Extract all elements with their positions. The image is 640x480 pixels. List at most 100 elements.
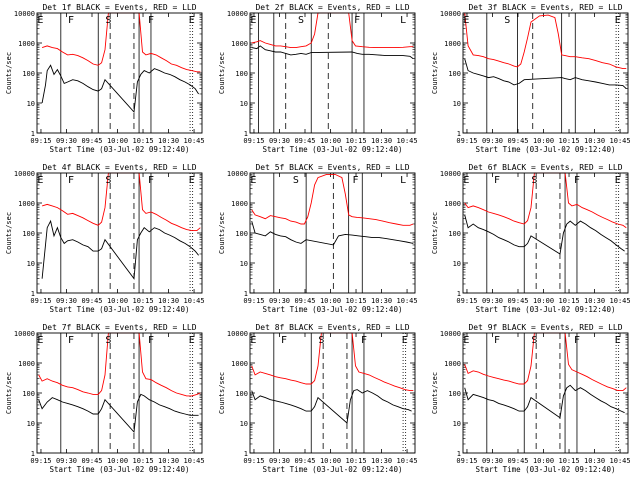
y-tick-label: 100 bbox=[22, 70, 35, 78]
x-axis-label: Start Time (03-Jul-02 09:12:40) bbox=[476, 145, 616, 154]
region-letter: E bbox=[463, 335, 469, 346]
y-tick-label: 1000 bbox=[18, 360, 35, 368]
region-letter: E bbox=[189, 15, 195, 26]
x-tick-label: 10:15 bbox=[132, 137, 153, 145]
y-tick-label: 10000 bbox=[14, 330, 35, 338]
region-letter: L bbox=[400, 175, 406, 186]
y-tick-label: 1000 bbox=[444, 40, 461, 48]
x-tick-label: 10:30 bbox=[158, 457, 179, 465]
plot-frame bbox=[462, 332, 629, 454]
panel-title: Det 6f BLACK = Events, RED = LLD bbox=[468, 163, 622, 172]
region-letter: E bbox=[37, 175, 43, 186]
y-axis-label: Counts/sec bbox=[5, 52, 13, 94]
series-events bbox=[41, 219, 199, 280]
region-letter: F bbox=[148, 335, 154, 346]
y-tick-label: 100 bbox=[22, 230, 35, 238]
x-axis-label: Start Time (03-Jul-02 09:12:40) bbox=[476, 305, 616, 314]
y-axis-label: Counts/sec bbox=[431, 52, 439, 94]
y-tick-label: 1 bbox=[244, 130, 248, 138]
y-tick-label: 10000 bbox=[14, 170, 35, 178]
x-tick-label: 09:45 bbox=[507, 137, 528, 145]
x-tick-label: 10:00 bbox=[320, 137, 341, 145]
region-letter: E bbox=[189, 335, 195, 346]
panel-det-7: Det 7f BLACK = Events, RED = LLD Counts/s… bbox=[5, 323, 205, 474]
y-axis-label: Counts/sec bbox=[218, 52, 226, 94]
x-axis-label: Start Time (03-Jul-02 09:12:40) bbox=[476, 465, 616, 474]
x-tick-label: 10:00 bbox=[320, 457, 341, 465]
x-tick-label: 09:30 bbox=[482, 297, 503, 305]
series-lld bbox=[38, 332, 201, 397]
region-letter: S bbox=[298, 15, 304, 26]
x-tick-label: 09:15 bbox=[456, 137, 477, 145]
y-axis-label: Counts/sec bbox=[5, 372, 13, 414]
y-tick-label: 10 bbox=[240, 260, 248, 268]
y-tick-label: 100 bbox=[235, 390, 248, 398]
x-tick-label: 10:30 bbox=[584, 457, 605, 465]
region-letter: L bbox=[400, 15, 406, 26]
y-tick-label: 1 bbox=[457, 130, 461, 138]
y-tick-label: 1 bbox=[31, 130, 35, 138]
x-tick-label: 09:45 bbox=[507, 457, 528, 465]
y-tick-label: 1 bbox=[457, 450, 461, 458]
y-tick-label: 1 bbox=[31, 450, 35, 458]
region-letter: E bbox=[37, 15, 43, 26]
region-letter: E bbox=[402, 335, 408, 346]
x-tick-label: 10:30 bbox=[371, 457, 392, 465]
y-axis-label: Counts/sec bbox=[431, 372, 439, 414]
x-tick-label: 10:00 bbox=[107, 297, 128, 305]
y-tick-label: 10000 bbox=[440, 10, 461, 18]
y-tick-label: 1000 bbox=[444, 200, 461, 208]
x-tick-label: 10:45 bbox=[610, 457, 631, 465]
x-tick-label: 10:30 bbox=[371, 297, 392, 305]
x-tick-label: 09:15 bbox=[30, 137, 51, 145]
y-tick-label: 10000 bbox=[440, 170, 461, 178]
x-tick-label: 09:15 bbox=[243, 297, 264, 305]
x-tick-label: 09:30 bbox=[269, 297, 290, 305]
y-tick-label: 10 bbox=[240, 420, 248, 428]
x-tick-label: 09:15 bbox=[243, 457, 264, 465]
x-tick-label: 10:15 bbox=[558, 297, 579, 305]
plot-frame bbox=[36, 172, 203, 294]
panel-det-4: Det 4f BLACK = Events, RED = LLD Counts/s… bbox=[5, 163, 205, 314]
x-tick-label: 10:30 bbox=[158, 297, 179, 305]
x-tick-label: 09:30 bbox=[56, 297, 77, 305]
x-tick-label: 10:30 bbox=[158, 137, 179, 145]
panel-det-2: Det 2f BLACK = Events, RED = LLD Counts/s… bbox=[218, 3, 418, 154]
panel-det-6: Det 6f BLACK = Events, RED = LLD Counts/s… bbox=[431, 163, 631, 314]
region-letter: F bbox=[68, 175, 74, 186]
region-letter: F bbox=[574, 175, 580, 186]
x-tick-label: 09:30 bbox=[482, 137, 503, 145]
region-letter: S bbox=[105, 335, 111, 346]
region-letter: E bbox=[250, 335, 256, 346]
panel-title: Det 3f BLACK = Events, RED = LLD bbox=[468, 3, 622, 12]
x-axis-label: Start Time (03-Jul-02 09:12:40) bbox=[263, 465, 403, 474]
x-tick-label: 10:45 bbox=[184, 297, 205, 305]
x-tick-label: 10:15 bbox=[132, 297, 153, 305]
region-letter: F bbox=[354, 15, 360, 26]
panel-title: Det 9f BLACK = Events, RED = LLD bbox=[468, 323, 622, 332]
x-tick-label: 10:45 bbox=[397, 457, 418, 465]
plot-frame bbox=[249, 12, 416, 134]
series-lld bbox=[251, 173, 414, 226]
x-tick-label: 10:45 bbox=[397, 297, 418, 305]
x-tick-label: 09:15 bbox=[30, 457, 51, 465]
region-letter: F bbox=[494, 335, 500, 346]
x-tick-label: 09:30 bbox=[482, 457, 503, 465]
x-tick-label: 10:15 bbox=[558, 457, 579, 465]
x-tick-label: 10:30 bbox=[371, 137, 392, 145]
y-tick-label: 10 bbox=[27, 100, 35, 108]
x-axis-label: Start Time (03-Jul-02 09:12:40) bbox=[263, 305, 403, 314]
series-lld bbox=[251, 332, 414, 392]
region-letter: F bbox=[281, 335, 287, 346]
y-tick-label: 100 bbox=[448, 390, 461, 398]
y-tick-label: 1 bbox=[244, 450, 248, 458]
x-tick-label: 09:45 bbox=[81, 137, 102, 145]
region-letter: E bbox=[37, 335, 43, 346]
y-tick-label: 10 bbox=[27, 420, 35, 428]
y-tick-label: 10000 bbox=[14, 10, 35, 18]
x-tick-label: 10:00 bbox=[533, 137, 554, 145]
x-tick-label: 09:45 bbox=[81, 297, 102, 305]
region-letter: F bbox=[148, 15, 154, 26]
panel-det-1: Det 1f BLACK = Events, RED = LLD Counts/s… bbox=[5, 3, 205, 154]
x-axis-label: Start Time (03-Jul-02 09:12:40) bbox=[50, 305, 190, 314]
